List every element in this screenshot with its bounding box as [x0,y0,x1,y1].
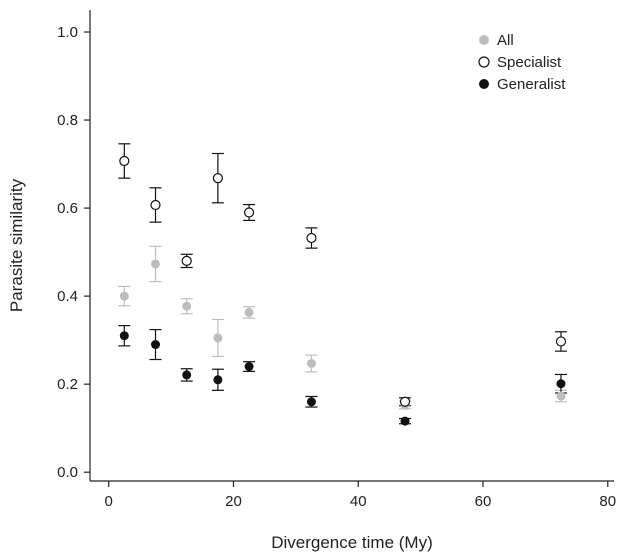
generalist-point [119,331,129,341]
legend-marker-generalist [479,79,489,89]
all-point [244,307,254,317]
generalist-point [213,375,223,385]
x-tick-label: 20 [225,493,242,510]
legend-label-generalist: Generalist [497,76,566,93]
legend-label-all: All [497,32,514,49]
legend-label-specialist: Specialist [497,54,562,71]
x-axis-title: Divergence time (My) [271,533,433,552]
legend-marker-specialist [478,56,490,68]
specialist-point [150,199,161,211]
generalist-point [306,397,316,407]
all-point [306,358,316,368]
specialist-point [181,255,192,267]
y-tick-label: 0.0 [57,464,78,481]
generalist-point [400,416,410,426]
x-tick-label: 60 [475,493,492,510]
all-point [556,391,566,401]
all-point [182,301,192,311]
specialist-point [243,207,255,218]
y-tick-label: 0.8 [57,112,78,129]
error-bars [118,143,567,425]
y-tick-label: 1.0 [57,24,78,41]
x-tick-label: 40 [350,493,367,510]
all-point [119,291,129,301]
specialist-point [399,396,411,407]
tick-labels: 0 20 40 60 80 0.0 0.2 0.4 0.6 0.8 1.0 [57,24,616,510]
generalist-point [556,379,566,389]
all-point [151,259,160,269]
specialist-point [119,155,130,167]
tick-marks [84,31,609,487]
generalist-point [244,362,254,372]
y-tick-label: 0.2 [57,376,78,393]
specialist-point [555,336,567,347]
all-point [213,333,223,343]
generalist-point [151,340,160,350]
specialist-point [212,173,223,184]
generalist-point [182,370,192,380]
y-tick-label: 0.4 [57,288,78,305]
legend: All Specialist Generalist [478,32,566,93]
y-axis-title: Parasite similarity [7,178,26,312]
specialist-point [306,232,317,244]
x-tick-label: 80 [599,493,616,510]
legend-marker-all [479,35,489,45]
axes [89,10,614,482]
x-tick-label: 0 [105,493,113,510]
y-tick-label: 0.6 [57,200,78,217]
data-points [119,155,567,426]
